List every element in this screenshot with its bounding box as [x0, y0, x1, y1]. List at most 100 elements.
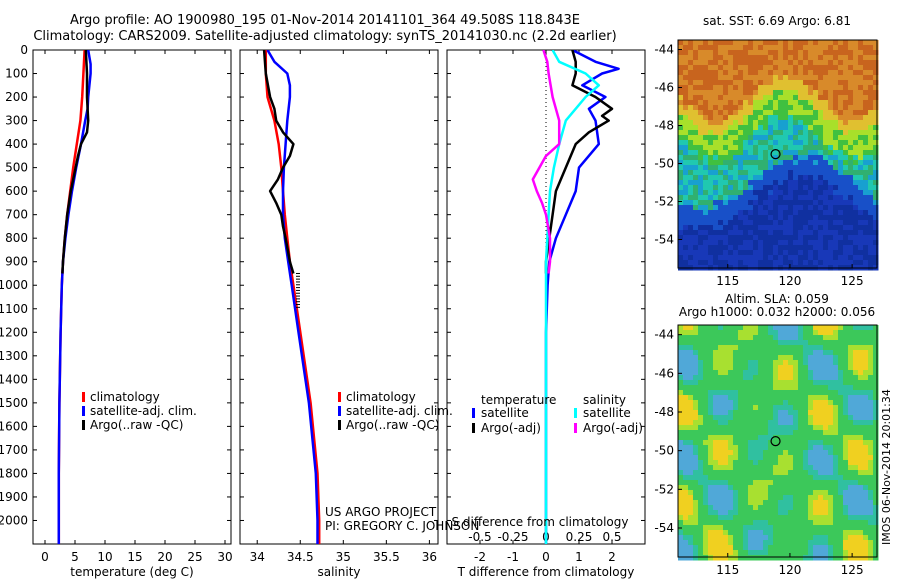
sst-cell	[798, 230, 804, 236]
sla-cell	[713, 505, 719, 511]
sla-cell	[678, 355, 684, 361]
sla-cell	[693, 440, 699, 446]
sla-cell	[758, 520, 764, 526]
sla-cell	[808, 350, 814, 356]
sst-cell	[698, 175, 704, 181]
sla-cell	[873, 455, 879, 461]
sst-cell	[873, 125, 879, 131]
sla-cell	[763, 335, 769, 341]
sst-cell	[868, 195, 874, 201]
sla-cell	[738, 370, 744, 376]
sla-cell	[698, 540, 704, 546]
sst-cell	[748, 245, 754, 251]
sst-cell	[828, 40, 834, 46]
sla-cell	[743, 335, 749, 341]
sst-cell	[858, 115, 864, 121]
sla-cell	[753, 535, 759, 541]
sla-cell	[698, 485, 704, 491]
sst-cell	[758, 260, 764, 266]
sst-cell	[843, 90, 849, 96]
sst-cell	[758, 135, 764, 141]
sst-cell	[843, 175, 849, 181]
sla-cell	[798, 485, 804, 491]
sla-cell	[758, 475, 764, 481]
sla-cell	[768, 475, 774, 481]
sla-cell	[793, 380, 799, 386]
sla-cell	[823, 530, 829, 536]
sst-cell	[818, 40, 824, 46]
sst-cell	[688, 130, 694, 136]
sla-cell	[843, 365, 849, 371]
sst-cell	[768, 100, 774, 106]
sst-cell	[788, 115, 794, 121]
sla-cell	[803, 370, 809, 376]
sla-cell	[853, 535, 859, 541]
sla-cell	[793, 435, 799, 441]
sst-cell	[778, 130, 784, 136]
sla-cell	[753, 495, 759, 501]
sla-cell	[748, 365, 754, 371]
sla-cell	[698, 515, 704, 521]
sla-cell	[698, 360, 704, 366]
salinity-x-tick-label: 35	[336, 550, 351, 564]
sla-cell	[823, 535, 829, 541]
sst-cell	[828, 95, 834, 101]
sla-cell	[738, 425, 744, 431]
sla-cell	[743, 400, 749, 406]
sla-cell	[683, 555, 689, 561]
sst-cell	[763, 200, 769, 206]
sst-cell	[738, 215, 744, 221]
sst-cell	[803, 115, 809, 121]
sst-cell	[698, 185, 704, 191]
sla-cell	[738, 430, 744, 436]
sst-cell	[718, 205, 724, 211]
sla-cell	[778, 545, 784, 551]
sla-cell	[833, 425, 839, 431]
sla-cell	[763, 540, 769, 546]
sst-cell	[773, 175, 779, 181]
sla-cell	[688, 345, 694, 351]
sst-cell	[813, 170, 819, 176]
sla-cell	[818, 390, 824, 396]
sst-cell	[843, 230, 849, 236]
sst-cell	[783, 210, 789, 216]
sla-cell	[768, 460, 774, 466]
sst-cell	[873, 175, 879, 181]
sla-cell	[768, 390, 774, 396]
sla-cell	[758, 445, 764, 451]
sst-cell	[788, 140, 794, 146]
sst-cell	[808, 40, 814, 46]
sst-cell	[763, 60, 769, 66]
sla-cell	[833, 470, 839, 476]
sst-cell	[833, 215, 839, 221]
sla-cell	[678, 555, 684, 561]
sla-cell	[698, 510, 704, 516]
sst-cell	[808, 180, 814, 186]
sla-cell	[838, 450, 844, 456]
sst-cell	[763, 245, 769, 251]
sla-cell	[818, 405, 824, 411]
sst-cell	[858, 185, 864, 191]
sst-cell	[713, 190, 719, 196]
sla-cell	[763, 410, 769, 416]
sla-cell	[733, 375, 739, 381]
sst-cell	[813, 45, 819, 51]
sla-cell	[723, 345, 729, 351]
sst-cell	[738, 245, 744, 251]
sst-cell	[818, 115, 824, 121]
sla-cell	[758, 410, 764, 416]
sst-cell	[803, 215, 809, 221]
sst-cell	[778, 85, 784, 91]
sst-cell	[743, 110, 749, 116]
sst-cell	[863, 135, 869, 141]
sla-cell	[773, 405, 779, 411]
sst-cell	[848, 55, 854, 61]
sst-cell	[783, 205, 789, 211]
sst-cell	[718, 195, 724, 201]
sst-cell	[838, 40, 844, 46]
sst-cell	[783, 160, 789, 166]
sla-cell	[868, 490, 874, 496]
sst-cell	[753, 165, 759, 171]
sla-cell	[798, 515, 804, 521]
sla-cell	[683, 415, 689, 421]
